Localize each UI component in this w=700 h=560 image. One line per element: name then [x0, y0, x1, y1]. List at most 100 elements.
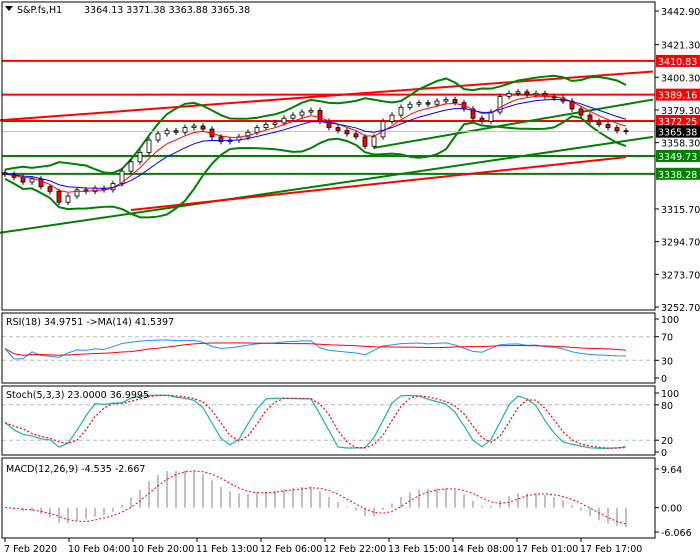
last-price-tag: 3365.38	[658, 128, 697, 139]
candle	[506, 92, 512, 97]
ohlc-label: 3364.13 3371.38 3363.88 3365.38	[84, 5, 250, 16]
price-tag: 3410.83	[658, 57, 697, 68]
y-tick-label: 70	[661, 333, 673, 344]
candle	[443, 99, 449, 102]
ma-slow-line	[4, 98, 627, 189]
candle	[299, 111, 305, 116]
candle	[596, 120, 602, 125]
price-panel	[0, 59, 655, 234]
panel-frame	[1, 1, 656, 311]
y-tick-label: 3273.70	[661, 270, 700, 281]
candle	[479, 117, 485, 122]
candle	[74, 189, 80, 197]
stoch-panel	[2, 394, 655, 449]
candle	[605, 124, 611, 128]
candle	[47, 186, 53, 192]
candle	[65, 195, 71, 203]
candle	[128, 161, 134, 172]
x-tick-label: 17 Feb 17:00	[580, 544, 642, 555]
candle	[524, 91, 530, 96]
bollinger-lower	[4, 115, 627, 219]
price-tag-bg	[656, 167, 700, 180]
x-tick-label: 10 Feb 20:00	[132, 544, 194, 555]
candle	[173, 130, 179, 133]
trendline-red	[0, 70, 654, 122]
x-tick-label: 13 Feb 15:00	[388, 544, 450, 555]
x-tick-label: 12 Feb 06:00	[260, 544, 322, 555]
trendline-green	[0, 135, 654, 234]
candle	[335, 127, 341, 132]
panel-frame	[1, 385, 656, 456]
candle	[155, 133, 161, 141]
candle	[614, 127, 620, 132]
x-tick-label: 7 Feb 2020	[4, 544, 57, 555]
candle	[29, 178, 35, 183]
panel-frame	[1, 312, 656, 384]
y-tick-label: 9.64	[661, 465, 682, 476]
y-tick-label: 3379.30	[661, 106, 700, 117]
candle	[353, 133, 359, 138]
panel-frame	[1, 457, 656, 539]
y-tick-label: 0	[661, 448, 667, 459]
candle	[416, 102, 422, 105]
candle	[371, 136, 377, 147]
candle	[398, 106, 404, 116]
candle	[380, 120, 386, 138]
price-tag-bg	[656, 149, 700, 162]
ma-fast-line	[4, 95, 627, 193]
y-tick-label: 3315.70	[661, 205, 700, 216]
y-tick-label: 3358.30	[661, 139, 700, 150]
price-tag: 3349.73	[658, 152, 697, 163]
candle	[407, 103, 413, 108]
y-tick-label: 0	[661, 374, 667, 385]
price-tag: 3372.25	[658, 117, 697, 128]
candle	[281, 117, 287, 124]
candle	[200, 125, 206, 130]
trendline-green	[373, 98, 654, 149]
candle	[218, 136, 224, 142]
candle	[434, 100, 440, 105]
candle	[191, 125, 197, 128]
y-tick-label: 100	[661, 389, 679, 400]
candle	[587, 114, 593, 122]
trendline-red	[130, 156, 627, 212]
candle	[182, 127, 188, 133]
x-tick-label: 10 Feb 04:00	[68, 544, 130, 555]
y-tick-label: 80	[661, 401, 673, 412]
candle	[389, 114, 395, 122]
x-tick-label: 11 Feb 13:00	[196, 544, 258, 555]
price-tag: 3389.16	[658, 91, 697, 102]
candle	[362, 136, 368, 147]
macd-panel	[4, 470, 627, 527]
stoch-label: Stoch(5,3,3) 23.0000 36.9995	[6, 390, 149, 401]
y-tick-label: 3421.30	[661, 41, 700, 52]
candle	[119, 170, 125, 184]
candle	[56, 190, 62, 203]
candle	[272, 122, 278, 125]
y-tick-label: -6.066	[661, 528, 692, 539]
candle	[164, 130, 170, 135]
price-tag: 3338.28	[658, 170, 697, 181]
y-tick-label: 30	[661, 356, 673, 367]
candle	[515, 91, 521, 94]
candle	[344, 130, 350, 135]
candle	[425, 102, 431, 105]
stoch-signal-line	[4, 394, 627, 449]
macd-signal-line	[4, 470, 627, 525]
candle	[317, 110, 323, 122]
collapse-triangle-icon[interactable]	[5, 6, 13, 11]
bollinger-upper	[4, 74, 627, 175]
candle	[254, 127, 260, 133]
macd-label: MACD(12,26,9) -4.535 -2.667	[6, 464, 145, 475]
y-tick-label: 3400.30	[661, 73, 700, 84]
candle	[308, 110, 314, 113]
candle	[137, 152, 143, 163]
rsi-ma-line	[4, 342, 627, 356]
last-price-tag-bg	[656, 125, 700, 138]
price-tag-bg	[656, 88, 700, 101]
symbol-label: S&P.fs,H1	[17, 5, 62, 16]
y-tick-label: 3252.70	[661, 303, 700, 314]
